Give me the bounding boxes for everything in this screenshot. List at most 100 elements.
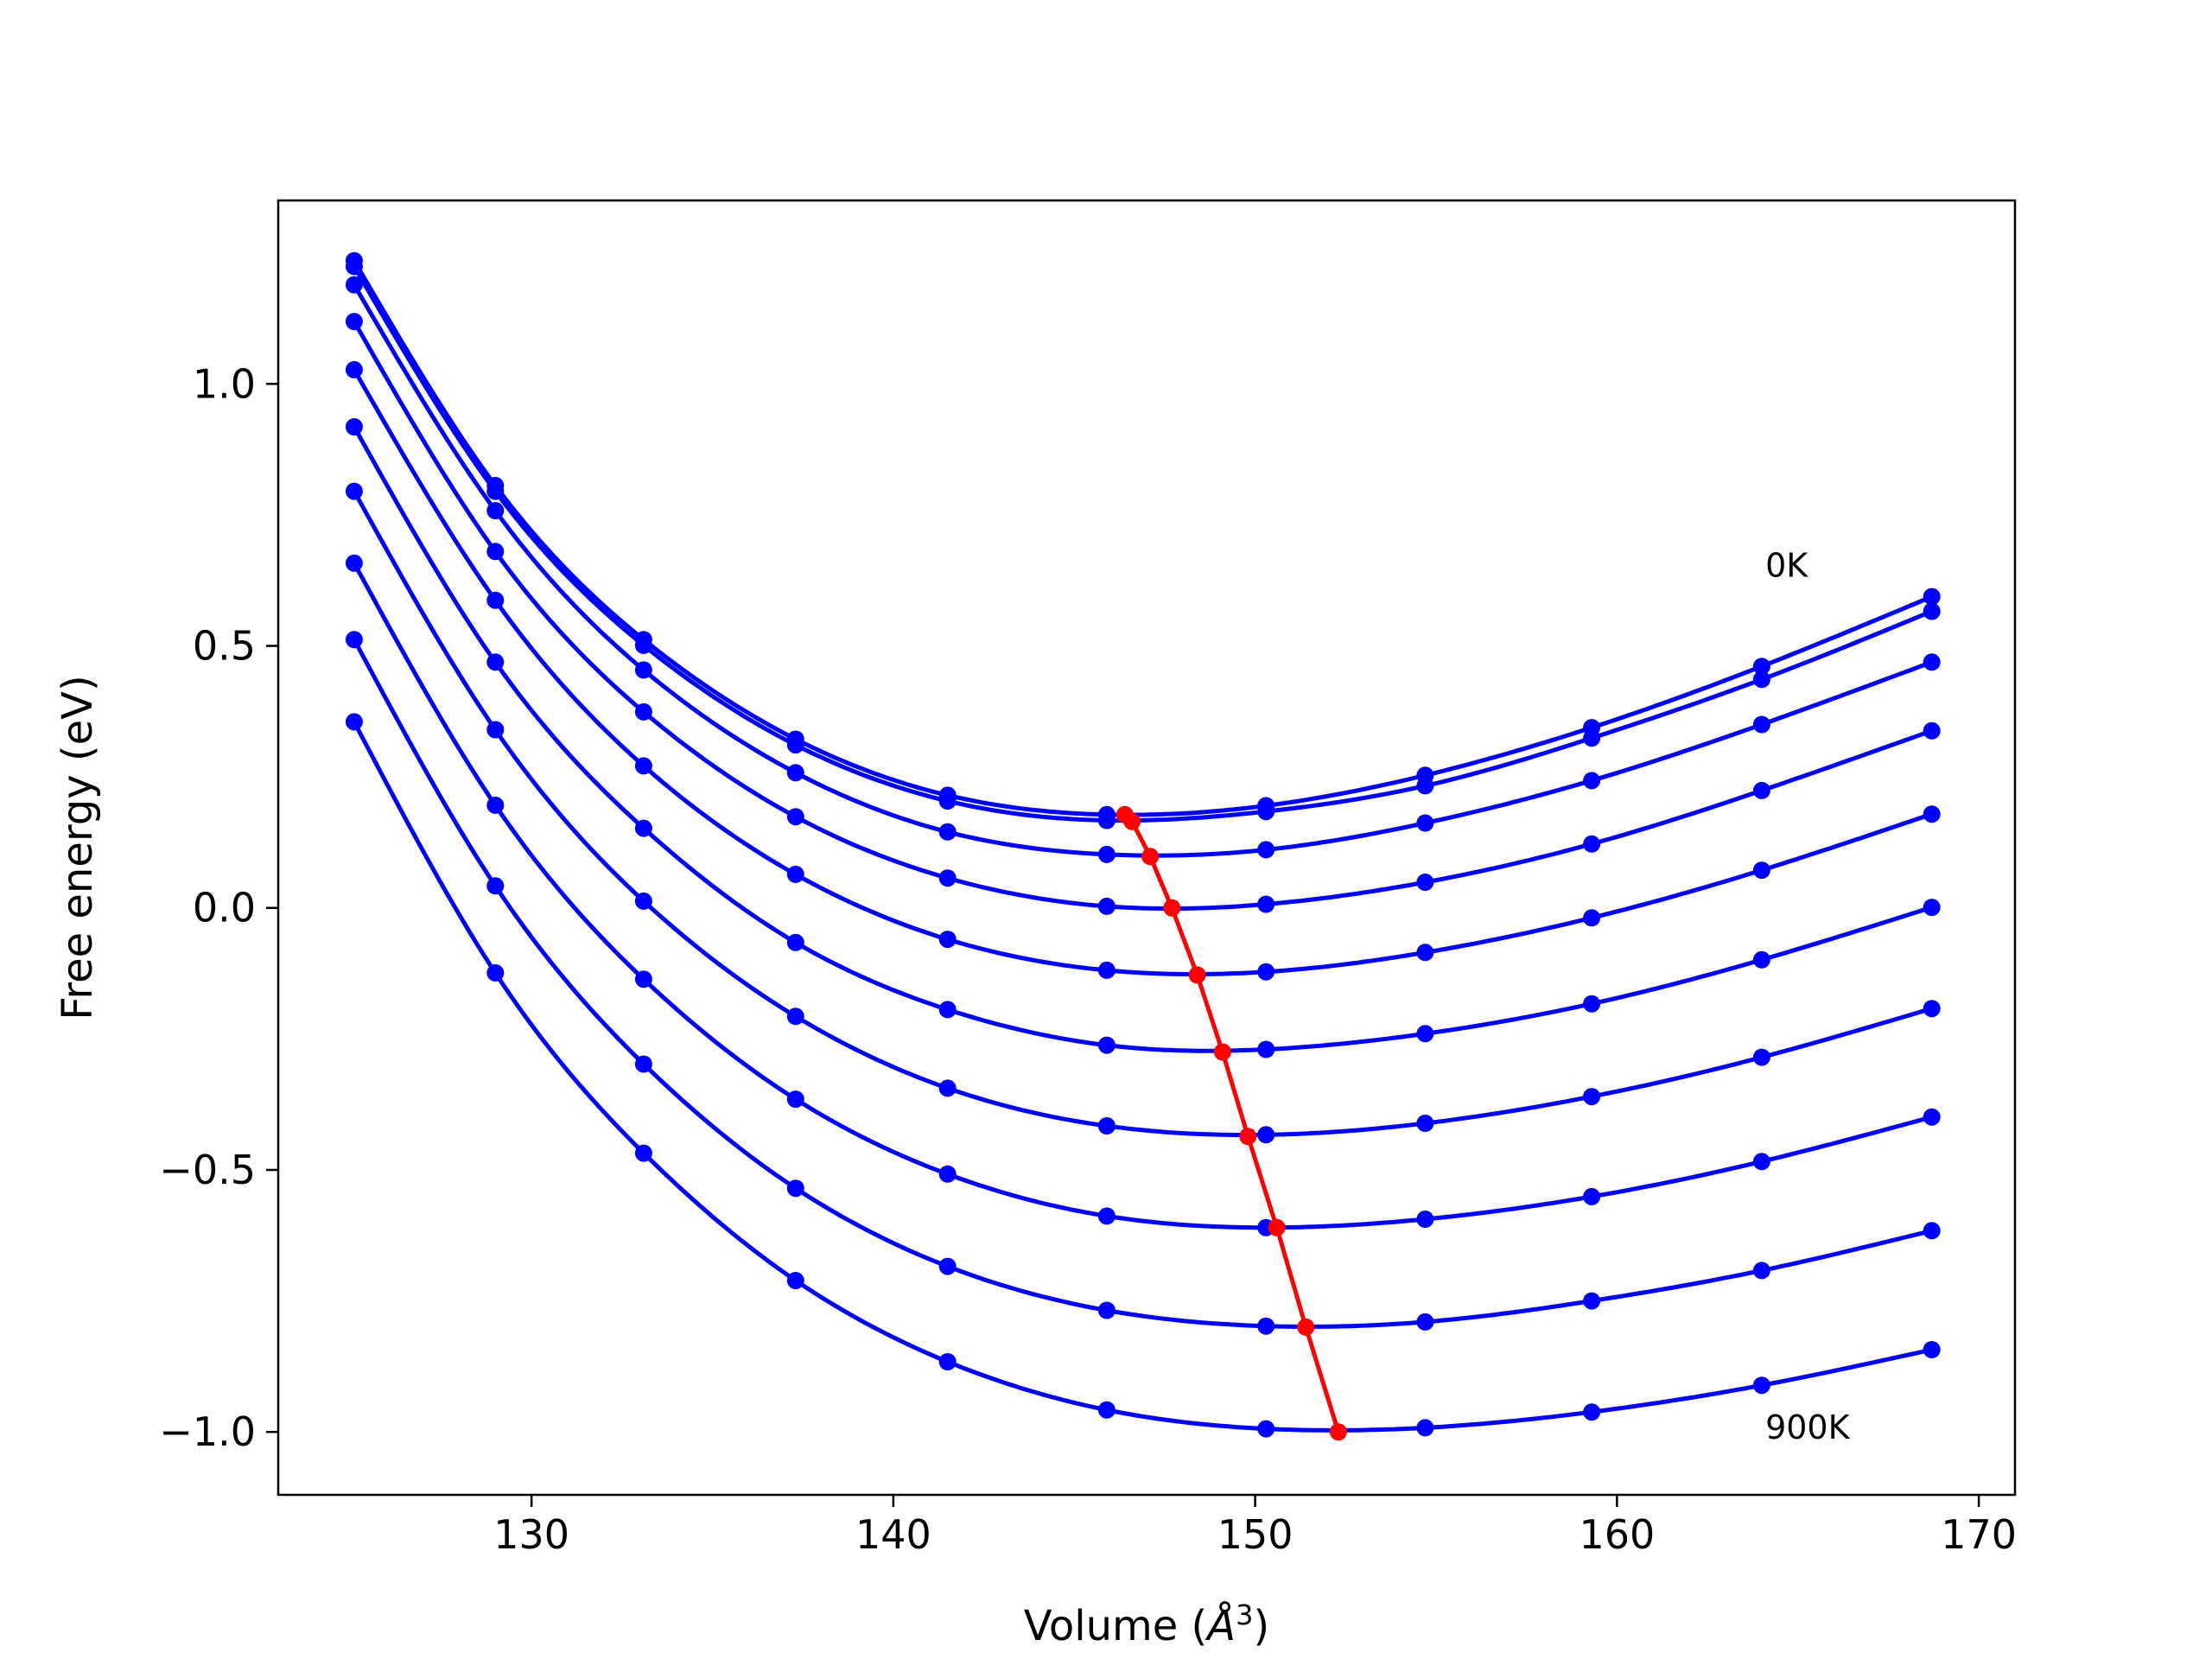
series-point [486,502,505,519]
series-point [938,1257,957,1275]
series-point [786,933,804,951]
series-point [345,482,363,500]
series-point [786,808,804,826]
series-point [634,819,652,837]
x-tick-label: 150 [1217,1511,1294,1558]
series-point [1583,1187,1601,1205]
series-line [352,490,1933,1137]
series-point [634,636,652,654]
series-point [786,736,804,754]
series-point [486,591,505,609]
series-point [634,702,652,721]
series-point [1416,814,1434,832]
y-tick-label: −1.0 [159,1408,256,1455]
series-point [1257,1420,1275,1438]
series-point [1923,899,1941,917]
minimum-path-point [1123,812,1141,830]
series-point [938,869,957,887]
series-point [1583,835,1601,853]
y-tick-label: 0.5 [193,623,256,670]
minimum-path-point [1268,1218,1286,1236]
series-point [634,892,652,910]
series-point [345,713,363,731]
series-point [345,257,363,276]
series-point [786,1090,804,1109]
series-point [1923,805,1941,823]
series-line [352,368,1933,976]
series-point [1416,1211,1434,1228]
series-point [1923,721,1941,740]
y-axis-ticks: −1.0 −0.5 0.0 0.5 1.0 [159,360,278,1455]
series-point [1097,811,1116,830]
series-point [1257,1126,1275,1144]
series-point [1416,944,1434,962]
minimum-path-point [1329,1423,1347,1441]
y-tick-label: −0.5 [159,1147,256,1193]
series-point [486,796,505,814]
x-tick-label: 130 [493,1511,569,1558]
series-line [352,259,1933,817]
series-point [1097,1036,1116,1054]
series-point [1416,777,1434,795]
series-point [786,1007,804,1026]
series-point [1416,1025,1434,1043]
series-point [1752,1376,1770,1395]
minimum-path-point [1213,1043,1231,1061]
series-line [352,721,1933,1433]
series-point [345,418,363,435]
series-point [345,554,363,572]
series-point [1752,1153,1770,1171]
series-point [1923,602,1941,620]
series-point [938,1353,957,1370]
series-point [486,543,505,561]
series-point [486,877,505,895]
series-point [938,823,957,841]
series-line [352,265,1933,823]
y-tick-label: 0.0 [193,885,256,931]
series-point [1416,1313,1434,1331]
series-point [634,661,652,679]
minimum-path-point [1163,899,1181,917]
series-point [1257,1040,1275,1058]
series-point [1752,1048,1770,1066]
series-point [1923,653,1941,671]
series-point [634,1055,652,1073]
series-point [1752,861,1770,880]
series-point [1257,841,1275,859]
series-point [486,963,505,982]
series-point [1416,1115,1434,1132]
series-point [1097,961,1116,979]
series-line [352,639,1933,1329]
series-point [1257,1317,1275,1335]
series-point [1416,1419,1434,1437]
series-point [1752,715,1770,734]
series-point [345,276,363,294]
series-point [1752,1262,1770,1280]
series-point [1257,803,1275,821]
series-point [786,764,804,782]
series-point [486,653,505,671]
series-point [1097,897,1116,915]
series-point [1923,1108,1941,1126]
x-tick-label: 140 [855,1511,931,1558]
series-point [1583,995,1601,1013]
curve-annotation: 0K [1765,547,1808,585]
minimum-path-line [1123,812,1341,1433]
series-point [1583,909,1601,927]
series-point [938,1079,957,1097]
series-line [352,562,1933,1230]
series-point [1583,1292,1601,1310]
series-point [786,1179,804,1198]
minimum-path-point [1188,966,1206,984]
minimum-path-point [1239,1128,1257,1146]
series-point [1257,963,1275,981]
series-point [786,865,804,883]
x-tick-label: 160 [1579,1511,1655,1558]
series-point [1923,1222,1941,1240]
series-line [352,320,1933,911]
y-axis-label: Free energy (eV) [54,675,102,1020]
x-axis-ticks: 130 140 150 160 170 [493,1495,2017,1558]
series-point [1097,1117,1116,1135]
series-line [352,425,1933,1053]
